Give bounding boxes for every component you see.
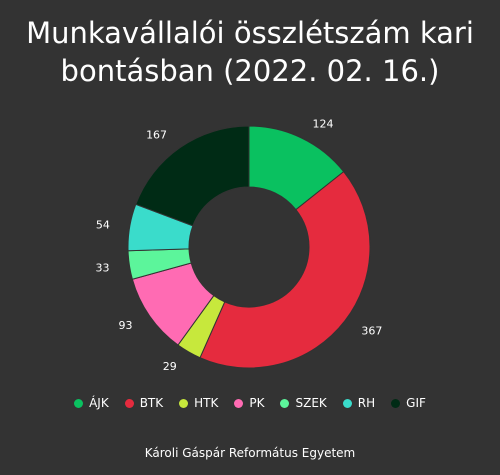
- legend-swatch: [124, 398, 134, 408]
- data-label-htk: 29: [163, 360, 177, 373]
- legend-label: BTK: [139, 396, 164, 410]
- data-label-ájk: 124: [313, 118, 334, 131]
- data-label-szek: 33: [96, 262, 110, 275]
- data-label-rh: 54: [96, 219, 110, 232]
- legend-label: ÁJK: [89, 396, 109, 410]
- legend-swatch: [280, 398, 290, 408]
- legend-label: PK: [249, 396, 265, 410]
- legend-swatch: [74, 398, 84, 408]
- legend-item-szek[interactable]: SZEK: [280, 396, 327, 410]
- legend-label: SZEK: [295, 396, 327, 410]
- chart-title: Munkavállalói összlétszám kari bontásban…: [0, 14, 500, 90]
- legend-item-rh[interactable]: RH: [342, 396, 376, 410]
- footer-credit: Károli Gáspár Református Egyetem: [144, 446, 356, 460]
- legend-label: GIF: [406, 396, 426, 410]
- legend-swatch: [391, 398, 401, 408]
- legend-item-htk[interactable]: HTK: [179, 396, 218, 410]
- data-label-gif: 167: [146, 128, 167, 141]
- legend-swatch: [179, 398, 189, 408]
- slice-gif[interactable]: [135, 125, 250, 227]
- chart-legend: ÁJK BTK HTK PK SZEK RH GIF: [0, 396, 500, 410]
- data-label-btk: 367: [361, 325, 382, 338]
- legend-label: HTK: [194, 396, 219, 410]
- legend-label: RH: [357, 396, 376, 410]
- legend-item-btk[interactable]: BTK: [124, 396, 164, 410]
- legend-swatch: [342, 398, 352, 408]
- chart-title-line-2: bontásban (2022. 02. 16.): [60, 54, 440, 88]
- legend-swatch: [234, 398, 244, 408]
- legend-item-pk[interactable]: PK: [234, 396, 264, 410]
- chart-title-line-1: Munkavállalói összlétszám kari: [26, 16, 474, 50]
- legend-item-gif[interactable]: GIF: [391, 396, 426, 410]
- legend-item-ájk[interactable]: ÁJK: [74, 396, 109, 410]
- slice-btk[interactable]: [199, 170, 371, 369]
- data-label-pk: 93: [118, 319, 132, 332]
